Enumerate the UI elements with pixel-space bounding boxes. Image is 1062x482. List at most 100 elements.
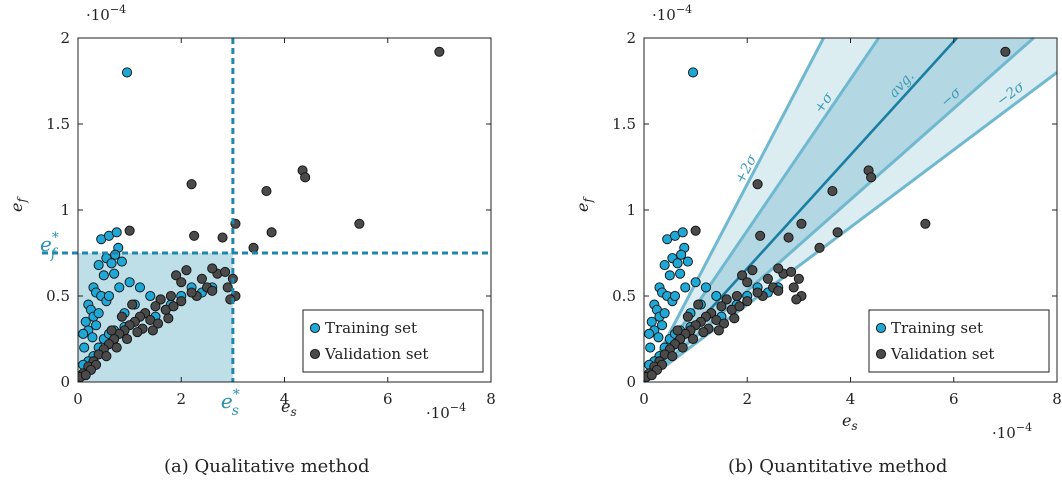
validation-point xyxy=(176,277,187,288)
validation-point xyxy=(111,342,122,353)
validation-point xyxy=(788,282,799,293)
validation-point xyxy=(300,172,311,183)
validation-point xyxy=(150,301,161,312)
validation-point xyxy=(248,242,259,253)
legend: Training set Validation set xyxy=(868,309,1050,373)
validation-point xyxy=(729,313,740,324)
x-tick-label: 4 xyxy=(280,390,290,408)
validation-point xyxy=(171,270,182,281)
x-tick-label: 6 xyxy=(383,390,393,408)
validation-point xyxy=(773,263,784,274)
validation-point xyxy=(796,218,807,229)
validation-point xyxy=(207,285,218,296)
validation-point xyxy=(80,370,91,381)
validation-point xyxy=(783,232,794,243)
validation-point xyxy=(693,299,704,310)
training-point xyxy=(653,332,664,343)
validation-point xyxy=(127,299,138,310)
validation-point xyxy=(731,290,742,302)
validation-point xyxy=(773,285,784,296)
validation-point xyxy=(687,333,699,345)
validation-point xyxy=(690,225,701,236)
training-point xyxy=(676,249,687,260)
validation-point xyxy=(752,287,763,298)
validation-point xyxy=(165,290,176,302)
validation-point xyxy=(101,351,112,362)
y-tick-label: 1.5 xyxy=(612,115,636,133)
validation-point xyxy=(207,263,218,274)
y-tick-label: 2 xyxy=(60,29,70,47)
training-point xyxy=(664,270,675,281)
validation-point xyxy=(762,273,773,284)
training-point xyxy=(644,328,655,339)
validation-point xyxy=(196,273,207,284)
x-tick-label: 8 xyxy=(1052,390,1062,408)
legend-box xyxy=(302,309,484,373)
validation-point xyxy=(1000,46,1011,57)
validation-point xyxy=(786,266,797,277)
x-tick-label: 0 xyxy=(639,390,649,408)
legend-box xyxy=(868,309,1050,373)
validation-point xyxy=(155,294,166,305)
training-point xyxy=(687,67,699,78)
validation-point xyxy=(176,296,187,307)
training-point xyxy=(700,282,712,293)
x-tick-label: 2 xyxy=(176,390,186,408)
training-point xyxy=(93,308,104,319)
validation-point xyxy=(752,179,763,190)
y-tick-label: 0.5 xyxy=(612,287,636,305)
training-point xyxy=(109,268,120,279)
validation-point xyxy=(713,325,724,336)
training-point xyxy=(669,290,681,302)
validation-point xyxy=(189,230,200,241)
validation-point xyxy=(667,351,678,362)
validation-point xyxy=(116,311,127,322)
validation-point xyxy=(734,301,745,312)
validation-point xyxy=(672,325,683,336)
legend-marker xyxy=(309,322,321,334)
validation-point xyxy=(181,265,192,276)
training-point xyxy=(98,270,109,281)
training-point xyxy=(657,320,668,331)
training-point xyxy=(106,258,117,269)
validation-point xyxy=(152,318,164,329)
training-point xyxy=(93,259,104,271)
x-tick-label: 8 xyxy=(486,390,496,408)
y-tick-label: 2 xyxy=(626,29,636,47)
validation-point xyxy=(124,225,135,236)
validation-point xyxy=(742,296,753,307)
legend-label: Training set xyxy=(325,319,417,337)
training-point xyxy=(675,268,686,279)
panel-a: 0 2 4 6 8 0 0.5 1 1.5 2 ·10−4 ·10−4 es ef e* f e* s… xyxy=(7,3,496,477)
training-point xyxy=(646,316,657,327)
validation-point xyxy=(698,327,709,338)
validation-point xyxy=(186,179,197,190)
y-axis-label: ef xyxy=(7,196,29,212)
validation-point xyxy=(793,273,804,284)
training-point xyxy=(79,342,90,353)
validation-point xyxy=(832,227,843,238)
y-exponent: ·10−4 xyxy=(652,3,692,24)
validation-point xyxy=(682,311,693,322)
training-point xyxy=(145,290,156,302)
training-point xyxy=(124,277,135,288)
y-tick-label: 1 xyxy=(626,201,636,219)
validation-point xyxy=(261,186,272,197)
x-axis-label: es xyxy=(281,397,297,419)
y-tick-label: 1 xyxy=(60,201,70,219)
validation-point xyxy=(791,294,802,305)
validation-point xyxy=(646,370,657,381)
validation-point xyxy=(217,232,228,243)
legend-marker xyxy=(309,348,321,360)
training-point xyxy=(87,332,98,343)
y-tick-label: 0 xyxy=(626,373,636,391)
training-point xyxy=(645,342,656,353)
validation-point xyxy=(163,313,174,324)
training-point xyxy=(134,282,145,293)
validation-point xyxy=(186,287,197,298)
x-exponent: ·10−4 xyxy=(992,421,1032,442)
validation-point xyxy=(222,282,233,293)
validation-point xyxy=(814,242,825,253)
training-point xyxy=(659,308,670,319)
